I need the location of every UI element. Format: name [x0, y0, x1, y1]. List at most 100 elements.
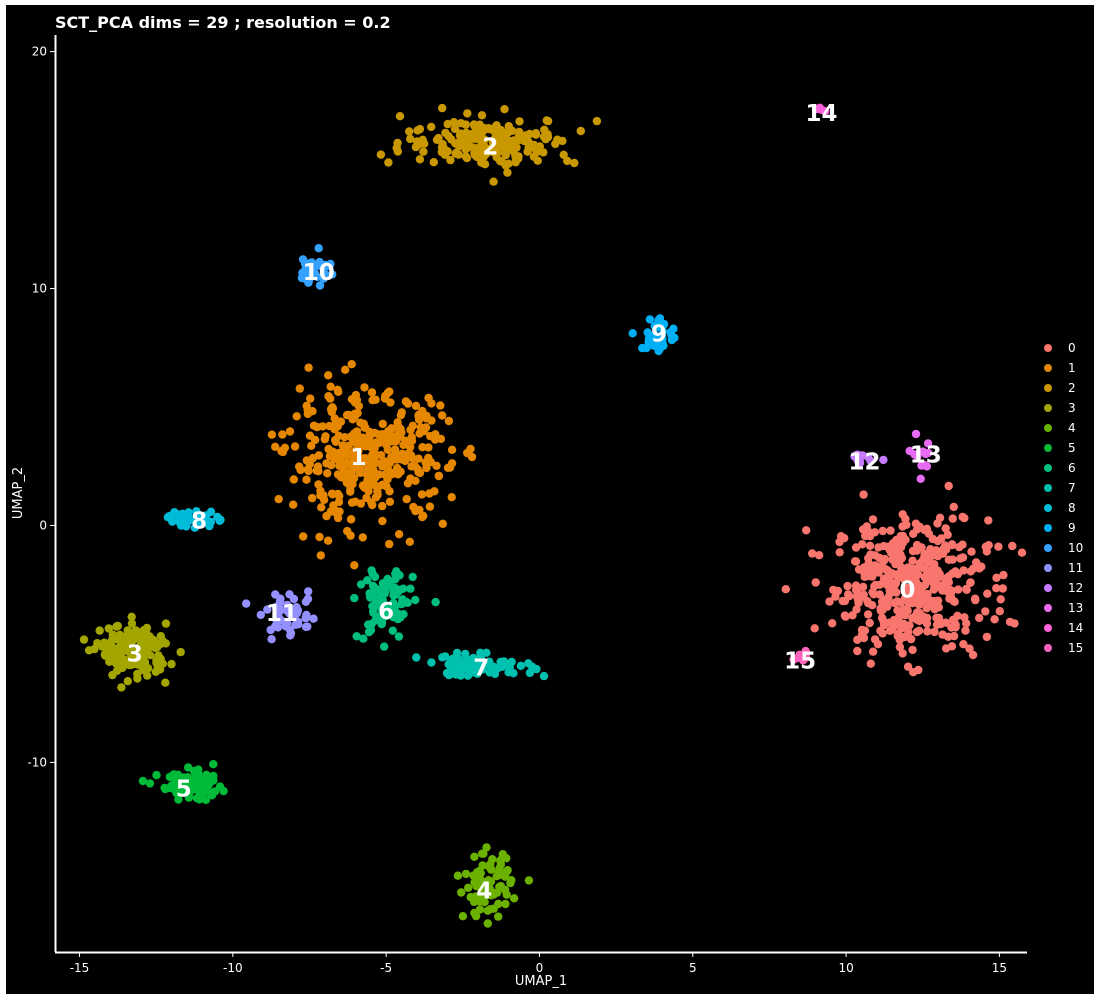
data-point [356, 580, 366, 589]
data-point [438, 103, 447, 113]
data-point [930, 627, 939, 637]
data-point [943, 530, 952, 539]
data-point [941, 524, 950, 533]
data-point [295, 384, 304, 393]
cluster-4-points [453, 843, 534, 928]
data-point [438, 411, 447, 420]
data-point [310, 435, 320, 445]
data-point [138, 776, 148, 786]
data-point [366, 593, 375, 602]
data-point [359, 634, 368, 643]
data-point [329, 501, 338, 510]
data-point [906, 634, 916, 644]
data-point [444, 660, 453, 669]
legend-key-6 [1044, 464, 1052, 472]
data-point [369, 453, 379, 462]
data-point [387, 425, 396, 434]
data-point [174, 795, 183, 804]
data-point [173, 510, 183, 519]
data-point [267, 430, 277, 439]
data-point [442, 668, 452, 678]
data-point [203, 778, 213, 787]
data-point [480, 124, 489, 133]
data-point [865, 618, 874, 628]
data-point [112, 659, 121, 668]
data-point [356, 499, 366, 508]
data-point [393, 147, 402, 156]
data-point [934, 603, 943, 612]
data-point [316, 551, 325, 560]
data-point [317, 503, 326, 512]
data-point [516, 661, 526, 670]
x-tick-label: 10 [838, 961, 853, 975]
legend-label-13: 13 [1068, 601, 1083, 615]
data-point [874, 568, 883, 577]
data-point [853, 646, 862, 656]
data-point [307, 441, 316, 450]
data-point [120, 660, 130, 669]
data-point [104, 624, 114, 633]
data-point [304, 587, 313, 596]
data-point [913, 452, 922, 461]
data-point [464, 883, 473, 892]
data-point [176, 647, 185, 657]
data-point [883, 602, 892, 611]
data-point [860, 572, 869, 581]
data-point [290, 442, 300, 451]
data-point [174, 778, 184, 787]
data-point [877, 613, 887, 622]
data-point [411, 401, 421, 411]
data-point [509, 669, 518, 678]
data-point [912, 627, 922, 637]
data-point [998, 584, 1007, 593]
data-point [371, 395, 380, 404]
data-point [841, 612, 850, 621]
data-point [401, 436, 410, 445]
legend-key-9 [1044, 524, 1052, 532]
cluster-label-4: 4 [476, 878, 492, 904]
legend-label-3: 3 [1068, 401, 1076, 415]
data-point [386, 398, 395, 407]
data-point [415, 124, 425, 134]
data-point [885, 618, 894, 627]
data-point [209, 760, 218, 769]
points-layer [79, 103, 1027, 928]
data-point [474, 658, 483, 667]
data-point [378, 516, 387, 526]
data-point [947, 540, 957, 549]
data-point [405, 127, 414, 136]
cluster-label-8: 8 [191, 509, 207, 535]
x-tick-label: -10 [223, 961, 243, 975]
data-point [893, 615, 902, 624]
legend-key-2 [1044, 384, 1052, 392]
cluster-5-points [138, 760, 228, 805]
data-point [132, 652, 141, 662]
data-point [914, 665, 923, 675]
data-point [436, 401, 445, 410]
data-point [504, 141, 514, 150]
data-point [924, 529, 933, 538]
data-point [914, 581, 923, 590]
data-point [368, 602, 377, 611]
data-point [923, 439, 933, 448]
data-point [418, 512, 427, 522]
data-point [524, 876, 534, 885]
data-point [105, 650, 114, 660]
data-point [347, 498, 357, 507]
data-point [394, 530, 404, 539]
data-point [831, 592, 840, 601]
data-point [656, 343, 665, 353]
data-point [306, 394, 315, 403]
data-point [563, 156, 572, 166]
data-point [367, 619, 376, 629]
legend-key-8 [1044, 504, 1052, 512]
data-point [309, 614, 318, 623]
data-point [316, 261, 325, 271]
data-point [913, 525, 922, 534]
data-point [529, 152, 539, 161]
data-point [884, 568, 893, 577]
data-point [958, 553, 968, 562]
y-tick-label: -10 [27, 755, 47, 769]
